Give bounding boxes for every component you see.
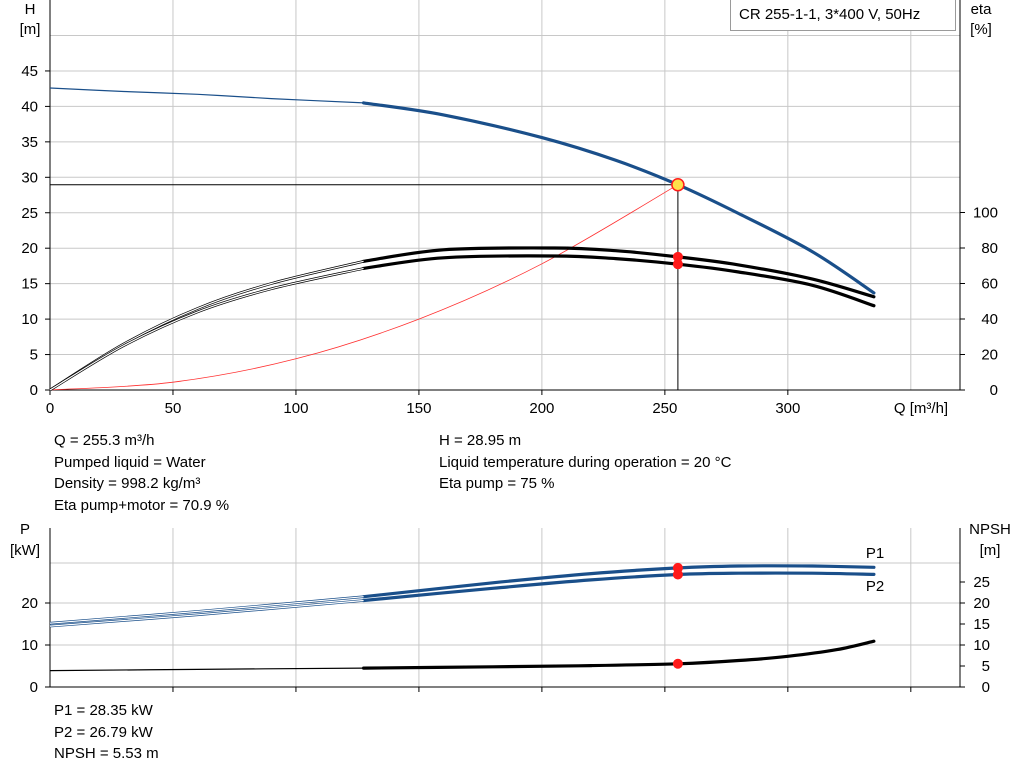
info-eta-pump: Eta pump = 75 % xyxy=(439,475,555,492)
y2-left-tick-label: 0 xyxy=(30,679,38,696)
x-tick-label: 100 xyxy=(283,400,308,417)
y-left-tick-label: 25 xyxy=(21,205,38,222)
y2-left-tick-label: 20 xyxy=(21,595,38,612)
y2-right-axis-name: NPSH xyxy=(969,521,1011,538)
duty-point-npsh xyxy=(672,658,683,669)
y-left-axis-name: H xyxy=(25,1,36,18)
y-left-tick-label: 30 xyxy=(21,169,38,186)
info-eta-pump-motor: Eta pump+motor = 70.9 % xyxy=(54,496,230,514)
y-left-tick-label: 45 xyxy=(21,63,38,80)
info-top-right: H = 28.95 m Liquid temperature during op… xyxy=(439,430,731,495)
y-right-tick-label: 60 xyxy=(981,276,998,293)
y-left-tick-label: 15 xyxy=(21,276,38,293)
y-left-tick-label: 10 xyxy=(21,311,38,328)
eta-pump-motor-curve-thick xyxy=(362,254,876,308)
info-bottom: P1 = 28.35 kW P2 = 26.79 kW NPSH = 5.53 … xyxy=(54,700,159,765)
eta-pump-motor-curve-thin xyxy=(49,267,364,392)
eta-pump-curve-inner xyxy=(49,260,364,391)
chart-title: CR 255-1-1, 3*400 V, 50Hz xyxy=(730,0,956,31)
series-label-p2: P2 xyxy=(866,578,884,595)
duty-point-eta-pump-motor xyxy=(672,259,683,270)
power-curve-p1-thick xyxy=(362,564,876,599)
npsh-curve-thin xyxy=(49,667,364,672)
y-right-tick-label: 20 xyxy=(981,347,998,364)
y-left-tick-label: 35 xyxy=(21,134,38,151)
x-tick-label: 50 xyxy=(165,400,182,417)
eta-pump-curve-thin xyxy=(49,260,364,392)
x-tick-label: 250 xyxy=(652,400,677,417)
series-label-p1: P1 xyxy=(866,545,884,562)
y2-left-axis-unit: [kW] xyxy=(10,542,40,559)
y2-left-tick-label: 10 xyxy=(21,637,38,654)
info-density: Density = 998.2 kg/m³ xyxy=(54,475,201,492)
head-curve-thin xyxy=(49,87,364,104)
y2-right-tick-label: 25 xyxy=(973,574,990,591)
info-p1: P1 = 28.35 kW xyxy=(54,702,153,719)
y-left-tick-label: 20 xyxy=(21,240,38,257)
eta-pump-curve-thick xyxy=(362,246,876,299)
x-tick-label: 0 xyxy=(46,400,54,417)
y-left-tick-label: 40 xyxy=(21,98,38,115)
y-right-tick-label: 40 xyxy=(981,311,998,328)
y2-right-tick-label: 0 xyxy=(982,679,990,696)
y-right-axis-name: eta xyxy=(971,1,993,18)
y-right-axis-unit: [%] xyxy=(970,21,992,38)
duty-point-eta-pump xyxy=(672,251,683,262)
head-curve-thick xyxy=(362,101,876,295)
y2-right-tick-label: 15 xyxy=(973,616,990,633)
power-curve-inner-p1 xyxy=(49,596,364,624)
info-pumped-liquid: Pumped liquid = Water xyxy=(54,453,206,471)
y-right-tick-label: 100 xyxy=(973,205,998,222)
y2-right-tick-label: 5 xyxy=(982,658,990,675)
y-left-tick-label: 0 xyxy=(30,382,38,399)
system-curve xyxy=(49,184,679,391)
x-axis-label: Q [m³/h] xyxy=(894,400,948,417)
info-npsh: NPSH = 5.53 m xyxy=(54,745,159,762)
x-tick-label: 200 xyxy=(529,400,554,417)
info-head: H = 28.95 m xyxy=(439,432,522,449)
power-curve-p2-thick xyxy=(362,571,876,603)
y-right-tick-label: 80 xyxy=(981,240,998,257)
y2-right-tick-label: 20 xyxy=(973,595,990,612)
y2-right-axis-unit: [m] xyxy=(980,542,1001,559)
duty-point-head xyxy=(671,177,685,192)
power-curve-inner-p2 xyxy=(49,599,364,627)
x-tick-label: 150 xyxy=(406,400,431,417)
duty-point-p2 xyxy=(672,569,683,580)
y2-right-tick-label: 10 xyxy=(973,637,990,654)
info-top-left: Q = 255.3 m³/h Pumped liquid = Water Den… xyxy=(54,430,229,516)
eta-pump-motor-curve-inner xyxy=(49,267,364,391)
y2-left-axis-name: P xyxy=(20,521,30,538)
y-left-tick-label: 5 xyxy=(30,347,38,364)
x-tick-label: 300 xyxy=(775,400,800,417)
y-left-axis-unit: [m] xyxy=(20,21,41,38)
y-right-tick-label: 0 xyxy=(990,382,998,399)
info-liquid-temperature: Liquid temperature during operation = 20… xyxy=(439,453,732,471)
info-p2: P2 = 26.79 kW xyxy=(54,723,153,741)
info-flow: Q = 255.3 m³/h xyxy=(54,432,155,449)
